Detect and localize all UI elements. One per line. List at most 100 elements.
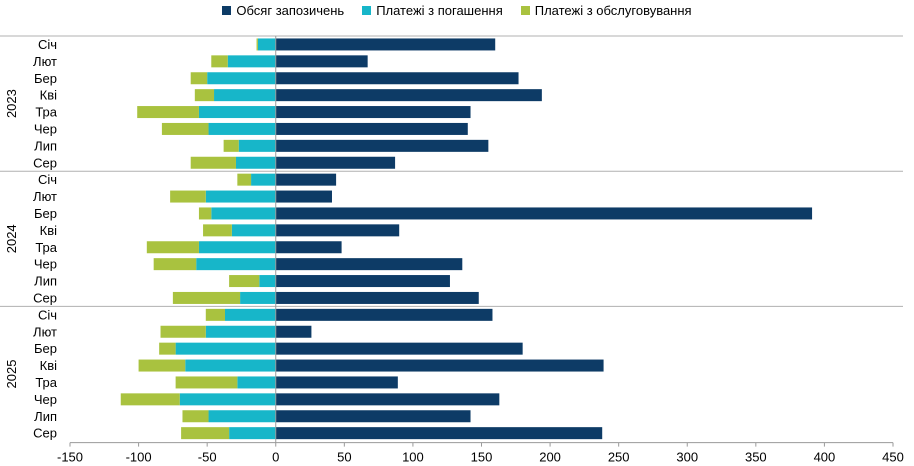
bar-Платежі-з-погашення — [208, 410, 276, 423]
bar-Платежі-з-погашення — [175, 342, 276, 355]
category-label: Січ — [38, 307, 57, 322]
bar-Платежі-з-обслуговування — [146, 241, 199, 254]
bar-Обсяг-запозичень — [275, 122, 468, 135]
bar-Обсяг-запозичень — [275, 376, 398, 389]
group-label-year: 2023 — [4, 89, 19, 118]
bar-Платежі-з-обслуговування — [160, 325, 206, 338]
bar-Платежі-з-обслуговування — [205, 308, 225, 321]
bar-Платежі-з-погашення — [207, 72, 276, 85]
category-label: Бер — [34, 71, 57, 86]
bar-Платежі-з-обслуговування — [256, 38, 258, 51]
bar-Платежі-з-погашення — [251, 173, 276, 186]
category-label: Сер — [33, 426, 57, 441]
legend-swatch-repayment — [362, 6, 372, 15]
legend-label-servicing: Платежі з обслуговування — [534, 3, 692, 18]
bar-Платежі-з-погашення — [259, 275, 276, 288]
x-tick-label: -100 — [126, 450, 152, 465]
group-label-year: 2024 — [4, 224, 19, 253]
bar-Платежі-з-погашення — [227, 55, 276, 68]
bar-Платежі-з-погашення — [211, 207, 276, 220]
bar-Платежі-з-обслуговування — [190, 156, 236, 169]
category-label: Лют — [33, 324, 57, 339]
x-tick-label: 300 — [676, 450, 698, 465]
category-label: Сер — [33, 290, 57, 305]
legend-item-servicing: Платежі з обслуговування — [520, 3, 692, 18]
bar-Платежі-з-обслуговування — [120, 393, 180, 406]
bar-Платежі-з-погашення — [238, 139, 276, 152]
category-label: Чер — [34, 392, 57, 407]
bar-Обсяг-запозичень — [275, 224, 400, 237]
bar-Платежі-з-погашення — [198, 106, 276, 119]
bar-Платежі-з-погашення — [257, 38, 276, 51]
bar-Обсяг-запозичень — [275, 173, 337, 186]
x-tick-label: 150 — [471, 450, 493, 465]
category-label: Кві — [40, 88, 57, 103]
category-label: Бер — [34, 206, 57, 221]
bar-Обсяг-запозичень — [275, 393, 500, 406]
category-label: Кві — [40, 223, 57, 238]
bar-Платежі-з-погашення — [205, 325, 276, 338]
bar-Обсяг-запозичень — [275, 342, 523, 355]
x-tick-label: -50 — [198, 450, 217, 465]
legend-swatch-borrowing — [222, 6, 232, 15]
bar-Платежі-з-обслуговування — [161, 122, 209, 135]
bar-Платежі-з-обслуговування — [159, 342, 176, 355]
x-tick-label: 400 — [814, 450, 836, 465]
legend-label-repayment: Платежі з погашення — [376, 3, 503, 18]
bar-Обсяг-запозичень — [275, 207, 813, 220]
category-label: Тра — [35, 105, 57, 120]
bar-Платежі-з-обслуговування — [211, 55, 228, 68]
bar-Платежі-з-погашення — [196, 258, 276, 271]
bar-Платежі-з-обслуговування — [181, 427, 230, 440]
category-label: Січ — [38, 37, 57, 52]
legend-item-repayment: Платежі з погашення — [362, 3, 503, 18]
x-tick-label: 100 — [402, 450, 424, 465]
group-label-year: 2025 — [4, 360, 19, 389]
category-label: Сер — [33, 155, 57, 170]
bar-Платежі-з-обслуговування — [138, 359, 186, 372]
bar-Обсяг-запозичень — [275, 241, 342, 254]
bar-Платежі-з-погашення — [235, 156, 276, 169]
bar-Платежі-з-погашення — [185, 359, 276, 372]
bar-Платежі-з-погашення — [224, 308, 276, 321]
bar-Платежі-з-обслуговування — [137, 106, 199, 119]
x-tick-label: 350 — [745, 450, 767, 465]
legend-swatch-servicing — [520, 6, 530, 15]
x-tick-label: 200 — [539, 450, 561, 465]
bar-Обсяг-запозичень — [275, 308, 493, 321]
bar-Обсяг-запозичень — [275, 427, 603, 440]
x-tick-label: 0 — [272, 450, 279, 465]
category-label: Бер — [34, 341, 57, 356]
category-label: Лип — [34, 138, 57, 153]
bar-Платежі-з-погашення — [237, 376, 276, 389]
category-label: Лют — [33, 54, 57, 69]
bar-Платежі-з-погашення — [231, 224, 276, 237]
category-label: Лип — [34, 409, 57, 424]
bar-Платежі-з-обслуговування — [198, 207, 212, 220]
bar-Платежі-з-погашення — [208, 122, 276, 135]
bar-Обсяг-запозичень — [275, 359, 604, 372]
legend-label-borrowing: Обсяг запозичень — [236, 3, 345, 18]
bar-Платежі-з-погашення — [214, 89, 276, 102]
bar-Платежі-з-погашення — [179, 393, 276, 406]
category-label: Лип — [34, 274, 57, 289]
bar-Платежі-з-погашення — [229, 427, 276, 440]
category-label: Кві — [40, 358, 57, 373]
category-label: Тра — [35, 375, 57, 390]
bar-Платежі-з-погашення — [205, 190, 276, 203]
bar-Обсяг-запозичень — [275, 325, 312, 338]
bar-Обсяг-запозичень — [275, 72, 519, 85]
legend-item-borrowing: Обсяг запозичень — [222, 3, 344, 18]
bar-Платежі-з-обслуговування — [190, 72, 208, 85]
bar-Платежі-з-погашення — [198, 241, 276, 254]
bar-Платежі-з-обслуговування — [172, 291, 241, 304]
x-tick-label: 50 — [337, 450, 351, 465]
category-label: Чер — [34, 257, 57, 272]
bar-Обсяг-запозичень — [275, 38, 496, 51]
x-tick-label: 450 — [882, 450, 904, 465]
bar-Платежі-з-обслуговування — [203, 224, 232, 237]
bar-Обсяг-запозичень — [275, 156, 396, 169]
bar-Обсяг-запозичень — [275, 410, 471, 423]
bar-Платежі-з-обслуговування — [153, 258, 197, 271]
x-tick-label: -150 — [57, 450, 83, 465]
